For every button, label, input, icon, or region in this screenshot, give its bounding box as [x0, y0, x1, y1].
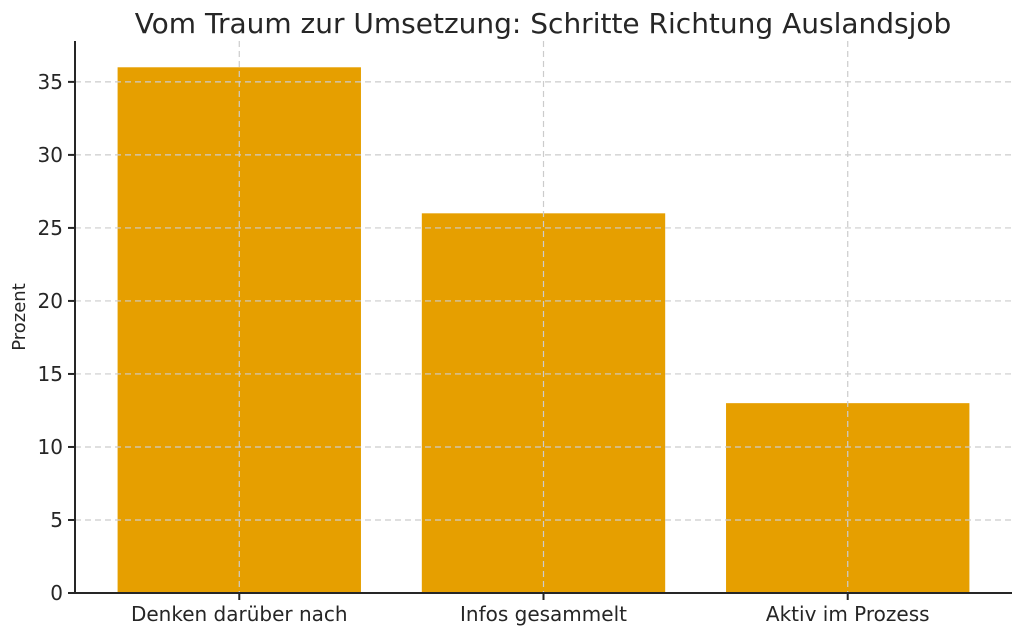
x-tick-label: Aktiv im Prozess: [766, 602, 930, 626]
y-tick-label: 0: [50, 581, 63, 605]
x-tick-label: Denken darüber nach: [131, 602, 348, 626]
y-tick-label: 20: [38, 289, 63, 313]
y-axis-label: Prozent: [9, 283, 30, 351]
y-tick-label: 35: [38, 70, 63, 94]
y-tick-label: 25: [38, 216, 63, 240]
y-tick-label: 15: [38, 362, 63, 386]
chart-title: Vom Traum zur Umsetzung: Schritte Richtu…: [135, 7, 952, 40]
y-tick-label: 30: [38, 143, 63, 167]
y-tick-label: 5: [50, 508, 63, 532]
y-tick-label: 10: [38, 435, 63, 459]
x-tick-label: Infos gesammelt: [460, 602, 627, 626]
ticks-group: 0 5 10 15 20 25 30 35 Denken darüber nach Infos g…: [38, 70, 930, 626]
